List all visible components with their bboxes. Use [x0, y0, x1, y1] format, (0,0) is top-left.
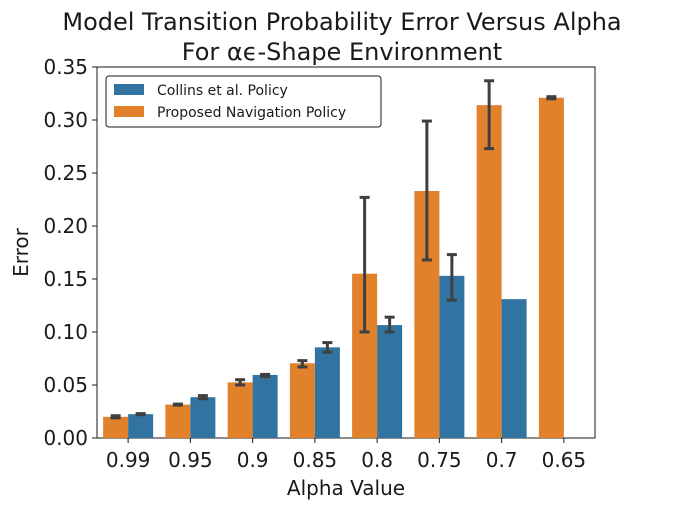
error-bar — [110, 414, 121, 420]
x-tick-label: 0.65 — [542, 448, 587, 472]
error-bar — [135, 412, 146, 417]
y-tick-label: 0.00 — [43, 426, 88, 450]
legend-label: Collins et al. Policy — [157, 83, 288, 99]
y-tick-label: 0.35 — [43, 55, 88, 79]
bar — [289, 363, 315, 438]
error-bar — [484, 79, 495, 151]
legend-swatch — [114, 84, 144, 95]
y-tick-label: 0.25 — [43, 161, 88, 185]
error-bar — [260, 372, 271, 379]
y-tick-label: 0.05 — [43, 373, 88, 397]
error-bar — [197, 394, 208, 401]
x-tick-label: 0.9 — [237, 448, 269, 472]
error-bars — [110, 79, 557, 420]
y-axis-title: Error — [9, 227, 33, 277]
bar — [439, 275, 465, 438]
error-bar — [384, 315, 395, 334]
legend-item: Proposed Navigation Policy — [114, 105, 346, 121]
error-bar — [297, 359, 308, 369]
legend-label: Proposed Navigation Policy — [157, 105, 346, 121]
legend: Collins et al. Policy Proposed Navigation… — [105, 75, 382, 128]
bars — [103, 97, 564, 439]
error-bar — [235, 378, 246, 387]
bar — [165, 404, 191, 438]
y-axis: 0.00 0.05 0.10 0.15 0.20 0.25 0.30 0.35 — [43, 55, 97, 450]
legend-swatch — [114, 106, 144, 117]
bar — [103, 416, 129, 438]
bar — [377, 325, 403, 438]
x-tick-label: 0.8 — [361, 448, 393, 472]
x-tick-label: 0.7 — [486, 448, 518, 472]
error-bar — [421, 119, 432, 262]
x-axis: 0.99 0.95 0.9 0.85 0.8 0.75 0.7 0.65 — [106, 438, 586, 472]
chart-title: Model Transition Probability Error Versu… — [62, 8, 621, 66]
error-bar — [172, 402, 183, 407]
error-bar — [446, 253, 457, 302]
y-tick-label: 0.15 — [43, 267, 88, 291]
bar — [252, 374, 278, 438]
error-bar — [322, 341, 333, 354]
bar — [538, 97, 564, 439]
x-axis-title: Alpha Value — [287, 476, 405, 500]
x-tick-label: 0.95 — [168, 448, 213, 472]
bar — [190, 397, 216, 438]
y-tick-label: 0.10 — [43, 320, 88, 344]
x-tick-label: 0.75 — [417, 448, 462, 472]
chart-title-line: Model Transition Probability Error Versu… — [62, 8, 621, 36]
bar — [128, 414, 154, 438]
bar — [501, 299, 527, 438]
chart-title-line: For αϵ-Shape Environment — [182, 38, 502, 66]
y-tick-label: 0.20 — [43, 214, 88, 238]
plot-frame — [96, 66, 596, 439]
bar — [314, 347, 340, 438]
error-bar — [546, 95, 557, 101]
legend-item: Collins et al. Policy — [114, 83, 288, 99]
bar — [476, 105, 502, 438]
error-bar — [359, 195, 370, 334]
bar — [227, 382, 253, 438]
x-tick-label: 0.85 — [293, 448, 338, 472]
x-tick-label: 0.99 — [106, 448, 151, 472]
legend-box — [105, 75, 382, 128]
y-tick-label: 0.30 — [43, 108, 88, 132]
